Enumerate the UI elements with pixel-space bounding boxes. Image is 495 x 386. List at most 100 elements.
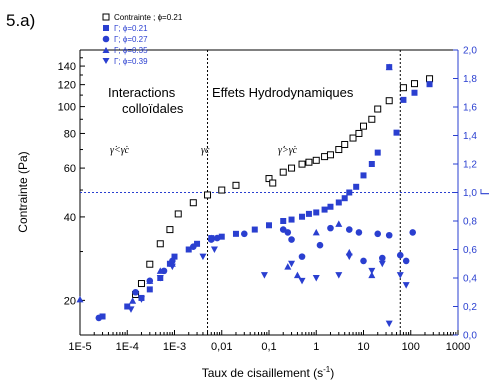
gamma-039-point: [335, 272, 343, 279]
gamma-021-point: [411, 89, 418, 96]
x-tick-label: 100: [402, 341, 420, 353]
stress-point: [410, 80, 418, 88]
gamma-039-point: [298, 277, 306, 285]
stress-point: [399, 84, 407, 92]
stress-point: [326, 151, 334, 159]
gamma-021-point: [218, 233, 225, 240]
gamma-021-point: [353, 183, 360, 190]
gamma-027-point: [409, 229, 417, 236]
gamma-021-point: [299, 213, 306, 220]
gamma-035-point: [368, 271, 376, 279]
gamma-027-point: [298, 253, 306, 260]
stress-point: [335, 146, 343, 154]
stress-point: [374, 105, 382, 113]
stress-point: [204, 191, 212, 199]
gamma-021-point: [194, 240, 201, 247]
stress-point: [312, 156, 320, 164]
gamma-021-point: [99, 313, 106, 320]
gamma-039-point: [312, 275, 320, 282]
gamma-035-point: [156, 267, 164, 274]
x-tick-label: 0,1: [261, 341, 276, 353]
gamma-039-point: [156, 275, 164, 282]
y-right-tick-label: 0,8: [463, 217, 477, 228]
stress-point: [269, 179, 277, 187]
regime-low-label: γ̇<γ̇c: [110, 145, 130, 156]
y-right-tick-label: 1,6: [463, 103, 477, 114]
gamma-035-point: [335, 220, 343, 227]
stress-point: [218, 186, 226, 194]
x-tick-label: 1: [313, 341, 319, 353]
panel-label: 5.a): [6, 11, 35, 30]
gamma-021-point: [400, 96, 407, 103]
stress-point: [385, 97, 393, 105]
x-axis-label: Taux de cisaillement (s-1): [202, 365, 335, 380]
y-left-tick-label: 60: [64, 163, 76, 175]
annotation-colloidal-line1: Interactions: [108, 85, 176, 100]
y-left-tick-label: 40: [64, 212, 76, 224]
gamma-027-point: [345, 226, 353, 233]
stress-point: [426, 75, 434, 83]
gamma-021-point: [426, 81, 433, 88]
gamma-021-point: [374, 149, 381, 156]
legend-marker-gamma-039: [102, 58, 110, 64]
y-right-tick-label: 1,2: [463, 160, 477, 171]
gamma-039-point: [345, 253, 353, 261]
gamma-027-point: [374, 230, 382, 238]
x-tick-label: 0,01: [211, 341, 232, 353]
y-right-tick-label: 0,0: [463, 331, 477, 342]
gamma-035-point: [129, 297, 137, 304]
gamma-039-point: [199, 253, 207, 261]
gamma-039-point: [402, 282, 410, 289]
gamma-027-point: [95, 314, 103, 322]
legend: Contrainte ; ϕ=0.21 Γ; ϕ=0.21 Γ; ϕ=0.27 …: [102, 13, 183, 66]
regime-critical-label: γ̇c: [201, 145, 210, 156]
gamma-021-point: [171, 253, 178, 260]
x-tick-label: 1E-3: [163, 341, 186, 353]
stress-point: [146, 260, 154, 268]
stress-point: [341, 140, 349, 148]
gamma-021-point: [335, 199, 342, 206]
gamma-035-point: [76, 295, 84, 303]
gamma-021-point: [185, 246, 192, 253]
legend-label-gamma-039: Γ; ϕ=0.39: [114, 57, 148, 66]
gamma-039-point: [260, 272, 268, 279]
y-right-tick-label: 1,8: [463, 74, 477, 85]
y-right-tick-label: 0,6: [463, 245, 477, 256]
x-tick-label: 10: [357, 341, 369, 353]
stress-point: [265, 175, 273, 183]
legend-label-stress: Contrainte ; ϕ=0.21: [114, 13, 183, 22]
gamma-035-point: [293, 271, 301, 279]
stress-point: [368, 115, 376, 123]
gamma-027-point: [360, 257, 367, 265]
gamma-021-point: [327, 203, 334, 210]
y-right-tick-label: 2,0: [463, 46, 477, 57]
gamma-039-point: [378, 260, 386, 268]
gamma-021-point: [313, 209, 320, 216]
stress-point: [137, 280, 145, 288]
gamma-027-point: [327, 224, 334, 232]
legend-label-gamma-027: Γ; ϕ=0.27: [114, 35, 148, 44]
gamma-021-point: [232, 230, 239, 237]
gamma-021-point: [393, 129, 400, 136]
legend-marker-gamma-027: [102, 35, 110, 43]
y-left-axis-label: Contrainte (Pa): [16, 151, 30, 232]
gamma-035-point: [312, 228, 320, 236]
y-right-tick-label: 0,4: [463, 274, 477, 285]
gamma-035-point: [146, 277, 154, 284]
stress-point: [349, 134, 357, 142]
gamma-027-point: [284, 229, 292, 236]
gamma-027-point: [396, 251, 404, 259]
gamma-039-point: [368, 267, 376, 275]
y-left-tick-label: 100: [58, 102, 76, 114]
stress-point: [305, 158, 313, 166]
gamma-035-point: [284, 263, 292, 270]
gamma-021-point: [360, 172, 367, 179]
gamma-021-point: [146, 286, 153, 293]
gamma-021-point: [266, 222, 272, 229]
gamma-039-point: [168, 263, 176, 271]
y-left-tick-label: 20: [64, 295, 76, 307]
gamma-039-point: [396, 272, 404, 279]
y-right-tick-label: 1,4: [463, 131, 477, 142]
gamma-027-point: [213, 234, 221, 242]
